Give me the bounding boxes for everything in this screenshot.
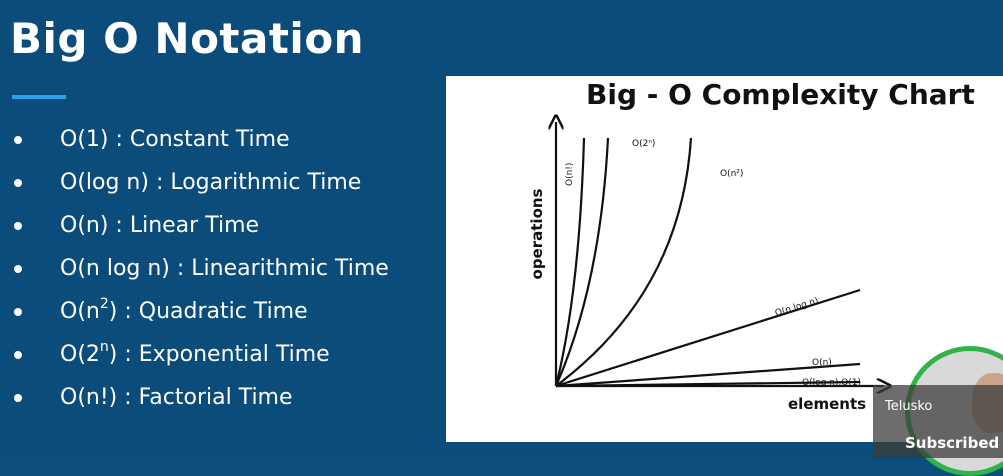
curve-linear [555, 362, 861, 388]
bullet-dot [14, 221, 22, 230]
subscribe-overlay[interactable]: Telusko Subscribed [873, 385, 1003, 458]
channel-name: Telusko [885, 399, 933, 414]
bullet-dot [14, 264, 22, 273]
complexity-chart: operations elements O(n!) O(2ⁿ) O(n²) O(… [528, 76, 1003, 413]
bullet-text-sup: 2 [99, 295, 109, 312]
bullet-dot [14, 393, 22, 402]
bullet-text: O(n) : Linear Time [60, 213, 260, 238]
bullet-text: O(n!) : Factorial Time [60, 385, 293, 410]
bullet-text-post: ) : Quadratic Time [108, 299, 308, 324]
bullet-text-pre: O(2 [60, 342, 100, 367]
bullet-list: O(1) : Constant Time O(log n) : Logarith… [14, 118, 389, 419]
bullet-text: O(2n) : Exponential Time [60, 338, 330, 367]
curve-log-const [555, 380, 861, 388]
bullet-text: O(1) : Constant Time [60, 127, 290, 152]
label-linear: O(n) [812, 358, 832, 368]
bullet-dot [14, 135, 22, 144]
bullet-dot [14, 307, 22, 316]
curve-nlogn [555, 288, 861, 388]
complexity-chart-panel: Big - O Complexity Chart operations elem… [446, 76, 1003, 442]
bullet-dot [14, 350, 22, 359]
label-exponential: O(2ⁿ) [632, 139, 655, 149]
label-log-const: O(log n),O(1) [802, 378, 861, 388]
bullet-text: O(log n) : Logarithmic Time [60, 170, 362, 195]
label-nlogn: O(n log n) [774, 296, 820, 319]
subscribed-status[interactable]: Subscribed [905, 434, 1000, 452]
curve-quadratic [555, 137, 693, 387]
curve-factorial [554, 137, 586, 387]
bullet-text: O(n2) : Quadratic Time [60, 295, 308, 324]
bullet-text-pre: O(n [60, 299, 100, 324]
list-item: O(n!) : Factorial Time [14, 376, 389, 419]
chart-title: Big - O Complexity Chart [586, 78, 975, 111]
list-item: O(1) : Constant Time [14, 118, 389, 161]
list-item: O(n log n) : Linearithmic Time [14, 247, 389, 290]
bullet-text-post: ) : Exponential Time [108, 342, 330, 367]
label-factorial: O(n!) [565, 163, 575, 186]
list-item: O(2n) : Exponential Time [14, 333, 389, 376]
curve-exponential [554, 137, 610, 387]
xlabel: elements [788, 395, 866, 413]
list-item: O(log n) : Logarithmic Time [14, 161, 389, 204]
label-quadratic: O(n²) [720, 169, 743, 179]
ylabel: operations [528, 188, 546, 279]
bullet-text-sup: n [99, 338, 109, 355]
bullet-text: O(n log n) : Linearithmic Time [60, 256, 389, 281]
slide: Big O Notation O(1) : Constant Time O(lo… [10, 14, 1003, 476]
bullet-dot [14, 178, 22, 187]
list-item: O(n2) : Quadratic Time [14, 290, 389, 333]
slide-title: Big O Notation [10, 14, 365, 63]
title-underline [12, 95, 66, 99]
list-item: O(n) : Linear Time [14, 204, 389, 247]
